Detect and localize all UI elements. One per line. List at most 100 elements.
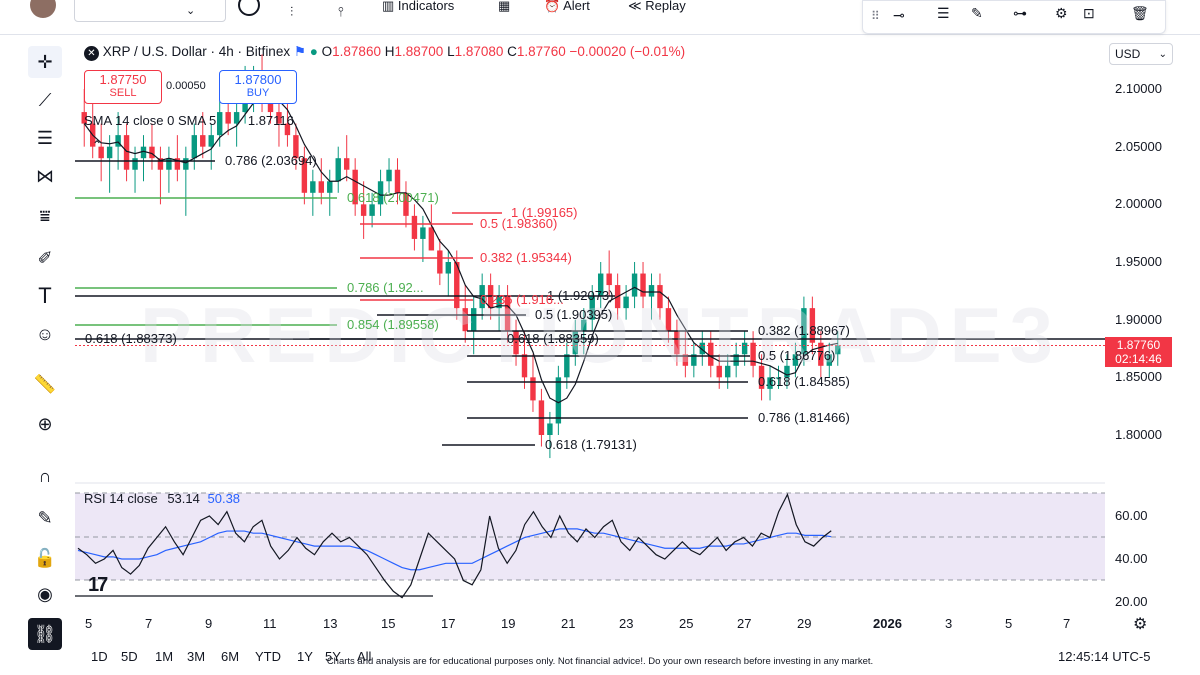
lock-all-icon[interactable]: 🔓 bbox=[33, 547, 57, 568]
symbol-search-input[interactable] bbox=[74, 0, 226, 22]
range-button-1y[interactable]: 1Y bbox=[297, 649, 313, 664]
projection-tool-icon[interactable]: ⩸ bbox=[39, 205, 51, 226]
candle-body bbox=[750, 342, 756, 366]
link-icon[interactable]: ⛓ bbox=[28, 618, 62, 650]
indicators-button[interactable]: ▥ Indicators bbox=[382, 0, 454, 14]
date-tick-label: 2026 bbox=[873, 616, 902, 631]
clock[interactable]: 12:45:14 UTC-5 bbox=[1058, 649, 1151, 664]
trend-line-tool-icon[interactable]: ⟋ bbox=[38, 89, 52, 110]
candle-body bbox=[191, 135, 198, 159]
price-chart[interactable] bbox=[75, 36, 1105, 606]
candle-body bbox=[674, 331, 680, 355]
candle-body bbox=[462, 308, 468, 332]
avatar[interactable] bbox=[30, 0, 56, 18]
fib-level-label[interactable]: 0.618 (2.00471) bbox=[347, 190, 439, 205]
replay-icon: ≪ bbox=[628, 0, 642, 13]
text-tool-icon[interactable]: T bbox=[38, 283, 52, 308]
price-change: −0.00020 (−0.01%) bbox=[569, 44, 686, 59]
alert-button[interactable]: ⏰ Alert bbox=[544, 0, 590, 14]
price-scale[interactable]: 2.10000 2.05000 2.00000 1.95000 1.90000 1.850… bbox=[1105, 36, 1175, 609]
price-tick-label: 2.10000 bbox=[1115, 81, 1162, 96]
candle-body bbox=[327, 181, 333, 193]
tradingview-logo: 17 bbox=[88, 574, 108, 596]
range-button-all[interactable]: All bbox=[357, 649, 372, 664]
replay-button[interactable]: ≪ Replay bbox=[628, 0, 686, 14]
fib-level-label[interactable]: 0.5 (1.90395) bbox=[535, 307, 613, 322]
levels-icon[interactable]: ☰ bbox=[937, 5, 950, 21]
line-style-icon[interactable]: ⊸ bbox=[893, 7, 905, 23]
fib-level-label[interactable]: 1 (1.92073) bbox=[547, 288, 614, 303]
compare-button[interactable] bbox=[238, 0, 260, 16]
magnet-icon[interactable]: ∩ bbox=[38, 465, 52, 486]
interval-button[interactable]: ⫶ bbox=[290, 4, 294, 19]
fib-level-label[interactable]: 0.618 (1.88359) bbox=[507, 331, 599, 346]
settings-gear-icon[interactable]: ⚙ bbox=[1133, 616, 1148, 633]
fib-level-label[interactable]: 0.5 (1.86776) bbox=[758, 348, 836, 363]
rsi-legend[interactable]: RSI 14 close 53.14 50.38 bbox=[84, 491, 240, 506]
buy-button[interactable]: 1.87800 BUY bbox=[219, 70, 297, 104]
pattern-tool-icon[interactable]: ⋈ bbox=[36, 165, 54, 186]
date-tick-label: 29 bbox=[797, 616, 812, 631]
time-axis[interactable]: 5 7 9 11 13 15 17 19 21 23 25 27 29 2026 3 5 7 bbox=[75, 610, 1175, 634]
chevron-down-icon[interactable]: ⌄ bbox=[186, 5, 196, 17]
candle-body bbox=[716, 365, 722, 378]
candle-body bbox=[758, 365, 765, 389]
date-tick-label: 21 bbox=[561, 616, 576, 631]
candle-body bbox=[225, 112, 231, 124]
fib-level-label[interactable]: 0.382 (1.95344) bbox=[480, 250, 572, 265]
range-button-3m[interactable]: 3M bbox=[187, 649, 206, 664]
collapse-legend-icon[interactable]: ⌃ bbox=[92, 138, 103, 152]
range-button-5d[interactable]: 5D bbox=[121, 649, 138, 664]
brush-tool-icon[interactable]: ✐ bbox=[37, 247, 53, 268]
emoji-tool-icon[interactable]: ☺ bbox=[35, 323, 55, 344]
fib-level-label[interactable]: 0.382 (1.88967) bbox=[758, 323, 850, 338]
candle-body bbox=[369, 204, 375, 216]
fib-level-label[interactable]: 0.5 (1.98360) bbox=[480, 216, 558, 231]
lock-drawing-icon[interactable]: ✎ bbox=[37, 507, 53, 528]
sell-button[interactable]: 1.87750 SELL bbox=[84, 70, 162, 104]
range-button-1d[interactable]: 1D bbox=[91, 649, 108, 664]
ohlc-open-value: 1.87860 bbox=[332, 44, 381, 59]
candle-body bbox=[174, 158, 181, 170]
candle-body bbox=[132, 158, 138, 170]
lock-icon[interactable]: ⊡ bbox=[1083, 5, 1095, 21]
candle-body bbox=[386, 169, 392, 182]
candle-body bbox=[826, 354, 833, 366]
settings-icon[interactable]: ⚙ bbox=[1055, 5, 1068, 21]
crosshair-tool-icon[interactable]: ✛ bbox=[28, 46, 62, 78]
templates-button[interactable]: ▦ bbox=[498, 0, 511, 13]
sma-legend[interactable]: SMA 14 close 0 SMA 5 1.87116 bbox=[84, 113, 294, 128]
fib-level-label[interactable]: 0.786 (2.03694) bbox=[225, 153, 317, 168]
rsi-line bbox=[77, 492, 832, 599]
range-button-1m[interactable]: 1M bbox=[155, 649, 174, 664]
candle-body bbox=[741, 342, 748, 355]
fib-level-label[interactable]: 0.618 (1.88373) bbox=[85, 331, 177, 346]
range-button-ytd[interactable]: YTD bbox=[255, 649, 281, 664]
fib-level-label[interactable]: 0.786 (1.81466) bbox=[758, 410, 850, 425]
visibility-eye-icon[interactable]: ◉ bbox=[37, 583, 53, 604]
fib-level-label[interactable]: 0.854 (1.89558) bbox=[347, 317, 439, 332]
currency-select[interactable]: USD ⌄ bbox=[1109, 43, 1173, 65]
fib-retracement-tool-icon[interactable]: ☰ bbox=[36, 127, 54, 148]
line-tool-icon[interactable]: ⊶ bbox=[1013, 5, 1027, 21]
fib-level-label[interactable]: 0.618 (1.84585) bbox=[758, 374, 850, 389]
date-tick-label: 27 bbox=[737, 616, 752, 631]
pencil-icon[interactable]: ✎ bbox=[971, 5, 983, 21]
trash-icon[interactable]: 🗑 bbox=[1131, 5, 1149, 21]
fib-level-label[interactable]: 0.236 (1.916... bbox=[480, 292, 564, 307]
chart-type-button[interactable]: ⫯ bbox=[338, 4, 344, 19]
ruler-tool-icon[interactable]: 📏 bbox=[33, 373, 57, 394]
indicators-icon: ▥ bbox=[382, 0, 395, 13]
symbol-title[interactable]: XRP / U.S. Dollar · 4h · Bitfinex bbox=[102, 44, 291, 59]
fib-level-label[interactable]: 1 (1.99165) bbox=[511, 205, 578, 220]
drag-handle-icon[interactable]: ⠿ bbox=[871, 9, 880, 23]
fib-level-label[interactable]: 0.618 (1.79131) bbox=[545, 437, 637, 452]
date-tick-label: 23 bbox=[619, 616, 634, 631]
price-tick-label: 2.05000 bbox=[1115, 138, 1162, 154]
fib-level-label[interactable]: 0.786 (1.92... bbox=[347, 280, 424, 295]
range-button-6m[interactable]: 6M bbox=[221, 649, 240, 664]
price-tick-label: 1.80000 bbox=[1115, 427, 1162, 442]
zoom-in-icon[interactable]: ⊕ bbox=[37, 413, 53, 434]
price-tick-label: 1.95000 bbox=[1115, 254, 1162, 269]
range-button-5y[interactable]: 5Y bbox=[325, 649, 341, 664]
